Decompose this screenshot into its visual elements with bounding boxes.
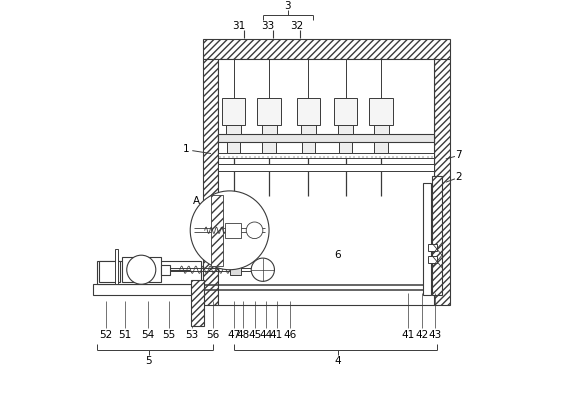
- Bar: [211, 195, 222, 266]
- Bar: [302, 142, 315, 153]
- Circle shape: [251, 258, 274, 281]
- Bar: [218, 153, 434, 158]
- Text: 45: 45: [248, 330, 262, 340]
- Text: 44: 44: [259, 330, 272, 340]
- Text: 5: 5: [145, 356, 152, 366]
- Bar: [434, 59, 449, 305]
- Text: 3: 3: [284, 1, 291, 11]
- Text: 55: 55: [162, 330, 175, 340]
- Bar: [297, 98, 320, 125]
- Bar: [161, 265, 171, 275]
- Text: 42: 42: [415, 330, 428, 340]
- Bar: [374, 125, 388, 134]
- Bar: [230, 265, 242, 275]
- Circle shape: [190, 191, 269, 270]
- Bar: [432, 176, 442, 294]
- Bar: [262, 125, 276, 134]
- Bar: [218, 134, 434, 142]
- Bar: [218, 59, 434, 305]
- Bar: [339, 142, 352, 153]
- Text: 41: 41: [270, 330, 283, 340]
- Bar: [338, 125, 353, 134]
- Text: 52: 52: [100, 330, 113, 340]
- Text: 31: 31: [233, 21, 246, 31]
- Bar: [203, 40, 449, 59]
- Text: 46: 46: [283, 330, 297, 340]
- Bar: [93, 284, 203, 294]
- Bar: [226, 125, 242, 134]
- Bar: [97, 261, 200, 284]
- Text: 41: 41: [401, 330, 415, 340]
- Bar: [369, 98, 392, 125]
- Bar: [334, 98, 358, 125]
- Text: 43: 43: [428, 330, 441, 340]
- Bar: [427, 244, 437, 251]
- Text: 47: 47: [227, 330, 241, 340]
- Text: 4: 4: [334, 356, 341, 366]
- Bar: [374, 142, 388, 153]
- Bar: [222, 98, 245, 125]
- Bar: [227, 142, 240, 153]
- Bar: [203, 59, 218, 305]
- Circle shape: [127, 255, 156, 284]
- Bar: [218, 164, 434, 171]
- Bar: [191, 280, 204, 326]
- Text: A: A: [193, 196, 200, 206]
- Bar: [423, 183, 431, 294]
- Bar: [99, 261, 120, 282]
- Text: 53: 53: [186, 330, 199, 340]
- Bar: [226, 223, 242, 238]
- Bar: [115, 249, 118, 284]
- Text: 6: 6: [334, 250, 341, 260]
- Text: 32: 32: [291, 21, 304, 31]
- Text: 33: 33: [262, 21, 275, 31]
- Bar: [257, 98, 281, 125]
- Text: 7: 7: [455, 150, 462, 160]
- Bar: [262, 142, 276, 153]
- Text: 1: 1: [183, 144, 189, 154]
- Bar: [122, 257, 161, 282]
- Circle shape: [246, 222, 263, 239]
- Text: 51: 51: [118, 330, 131, 340]
- Text: 48: 48: [236, 330, 250, 340]
- Bar: [301, 125, 316, 134]
- Bar: [427, 256, 437, 264]
- Text: 56: 56: [207, 330, 220, 340]
- Text: 2: 2: [455, 172, 462, 182]
- Text: 54: 54: [141, 330, 154, 340]
